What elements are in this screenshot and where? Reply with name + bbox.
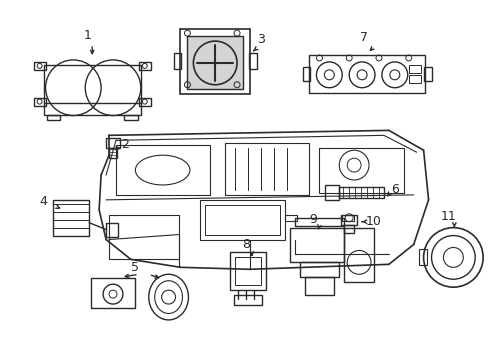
Bar (294, 218, 344, 226)
Text: 8: 8 (242, 238, 249, 251)
Bar (408, 75, 420, 83)
Bar (139, 98, 150, 105)
Bar (304, 277, 334, 295)
Text: 7: 7 (359, 31, 367, 44)
Bar (123, 114, 138, 121)
Text: 9: 9 (309, 213, 317, 226)
Text: 2: 2 (121, 138, 128, 151)
Bar (205, 205, 279, 235)
Bar (319, 148, 403, 193)
Bar (408, 65, 420, 73)
Bar (418, 249, 426, 265)
Bar (339, 187, 383, 198)
Bar (43, 103, 141, 114)
Bar (325, 185, 339, 200)
Bar (224, 143, 309, 195)
Text: 10: 10 (366, 215, 381, 228)
Bar (299, 262, 339, 277)
Bar (309, 55, 424, 93)
Bar (53, 200, 89, 235)
Bar (116, 145, 210, 195)
Bar (344, 228, 373, 282)
Bar (423, 67, 431, 81)
Bar (109, 215, 178, 260)
Bar (34, 98, 45, 105)
Bar (234, 295, 262, 305)
Text: 5: 5 (131, 261, 139, 274)
Bar (342, 215, 353, 221)
Bar (344, 225, 353, 233)
Text: 6: 6 (390, 183, 398, 196)
Bar (139, 62, 150, 70)
Bar (187, 36, 243, 89)
Bar (235, 257, 260, 285)
Bar (230, 252, 265, 290)
Bar (109, 148, 117, 158)
Text: 1: 1 (83, 29, 91, 42)
Bar (200, 200, 284, 239)
Text: 4: 4 (40, 195, 47, 208)
Text: 3: 3 (256, 33, 264, 46)
Bar (173, 53, 181, 69)
Bar (180, 29, 249, 94)
Bar (248, 53, 256, 69)
Bar (106, 138, 120, 148)
Bar (284, 215, 296, 221)
Bar (341, 215, 356, 225)
Bar (289, 228, 344, 262)
Bar (302, 67, 310, 81)
Bar (91, 278, 135, 308)
Bar (46, 114, 61, 121)
Bar (106, 223, 118, 237)
Bar (34, 62, 45, 70)
Text: 11: 11 (440, 210, 455, 223)
